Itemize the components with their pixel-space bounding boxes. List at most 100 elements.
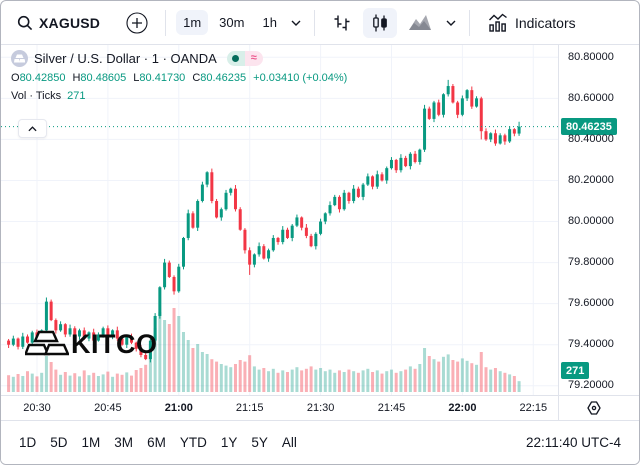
volume-bar bbox=[101, 374, 105, 392]
volume-bar bbox=[167, 324, 171, 392]
range-button-1y[interactable]: 1Y bbox=[220, 435, 238, 450]
candle-body bbox=[167, 262, 171, 277]
range-button-all[interactable]: All bbox=[281, 435, 297, 450]
volume-bar bbox=[328, 369, 332, 392]
area-chart-icon bbox=[408, 14, 431, 30]
candle-body bbox=[106, 328, 110, 337]
volume-bar bbox=[356, 372, 360, 392]
candle-body bbox=[44, 301, 48, 331]
candle-body bbox=[186, 213, 190, 238]
volume-bar bbox=[489, 369, 493, 392]
candle-body bbox=[276, 237, 280, 243]
interval-button-1h[interactable]: 1h bbox=[255, 10, 283, 35]
volume-bar bbox=[342, 372, 346, 392]
candle-body bbox=[503, 135, 507, 142]
price-axis[interactable]: 80.46235 271 80.80000 80.60000 80.40000 80.… bbox=[558, 45, 639, 395]
legend-collapse-button[interactable] bbox=[18, 119, 47, 138]
candle-body bbox=[115, 330, 119, 339]
chart-style-dropdown-button[interactable] bbox=[443, 15, 459, 31]
candle-body bbox=[163, 262, 167, 288]
volume-bar bbox=[115, 373, 119, 392]
search-icon bbox=[17, 15, 33, 30]
candle-body bbox=[493, 133, 497, 144]
candle-body bbox=[285, 229, 289, 238]
current-volume-badge: 271 bbox=[561, 362, 590, 380]
chart-style-bars-button[interactable] bbox=[325, 8, 359, 38]
candle-body bbox=[21, 336, 25, 347]
compare-add-symbol-button[interactable] bbox=[119, 7, 155, 39]
time-axis-label: 22:00 bbox=[448, 402, 477, 414]
range-button-6m[interactable]: 6M bbox=[147, 435, 166, 450]
range-button-5y[interactable]: 5Y bbox=[251, 435, 268, 450]
indicators-button[interactable]: Indicators bbox=[480, 7, 583, 39]
volume-bar bbox=[139, 368, 143, 392]
candle-body bbox=[470, 90, 474, 107]
candle-body bbox=[125, 336, 129, 345]
volume-bar bbox=[35, 376, 39, 392]
candle-body bbox=[423, 108, 427, 150]
market-status-badge[interactable]: ≈ bbox=[226, 51, 263, 66]
candle-body bbox=[328, 205, 332, 214]
price-axis-label: 80.40000 bbox=[568, 132, 614, 145]
time-axis-label: 21:30 bbox=[306, 402, 335, 414]
volume-bar bbox=[205, 354, 209, 392]
candle-body bbox=[347, 192, 351, 202]
volume-bar bbox=[44, 356, 48, 392]
range-button-ytd[interactable]: YTD bbox=[179, 435, 207, 450]
volume-bar bbox=[517, 381, 521, 392]
candle-body bbox=[333, 196, 337, 206]
candle-body bbox=[314, 233, 318, 247]
volume-bar bbox=[295, 367, 299, 392]
chart-style-area-button[interactable] bbox=[401, 8, 439, 38]
time-axis[interactable]: 20:30 20:45 21:00 21:15 21:30 21:45 22:00 22:15 bbox=[1, 395, 639, 421]
range-button-1d[interactable]: 1D bbox=[19, 435, 37, 450]
volume-bar bbox=[144, 364, 148, 392]
volume-bar bbox=[423, 348, 427, 392]
volume-bar bbox=[49, 362, 53, 392]
market-open-dot-icon bbox=[226, 51, 245, 66]
candle-body bbox=[437, 102, 441, 115]
candle-body bbox=[361, 184, 365, 197]
chart-style-candles-button[interactable] bbox=[362, 7, 397, 38]
volume-bar bbox=[233, 364, 237, 392]
candle-body bbox=[139, 348, 143, 355]
candle-body bbox=[54, 320, 58, 331]
volume-bar bbox=[309, 366, 313, 392]
volume-bar bbox=[323, 371, 327, 392]
range-button-3m[interactable]: 3M bbox=[114, 435, 134, 450]
toolbar-separator bbox=[468, 9, 470, 36]
price-axis-label: 80.80000 bbox=[568, 50, 614, 63]
volume-bar bbox=[78, 376, 82, 392]
range-button-5d[interactable]: 5D bbox=[50, 435, 68, 450]
volume-bar bbox=[229, 367, 233, 392]
ohlc-pair: O80.42850 bbox=[11, 72, 66, 84]
symbol-search-button[interactable]: XAGUSD bbox=[13, 10, 107, 36]
bottom-toolbar: 1D 5D 1M 3M 6M YTD 1Y 5Y All 22:11:40 UT… bbox=[1, 420, 639, 464]
candle-body bbox=[352, 188, 356, 202]
candlestick-chart-canvas[interactable] bbox=[1, 45, 558, 395]
volume-bar bbox=[82, 370, 86, 392]
candle-body bbox=[427, 108, 431, 119]
axis-settings-gear-icon[interactable] bbox=[586, 400, 602, 421]
candle-body bbox=[219, 209, 223, 218]
volume-bar bbox=[153, 328, 157, 392]
volume-bar bbox=[262, 368, 266, 392]
candle-body bbox=[267, 250, 271, 259]
interval-dropdown-button[interactable] bbox=[288, 15, 304, 31]
clock-timezone-label[interactable]: 22:11:40 UTC-4 bbox=[525, 435, 621, 450]
range-button-1m[interactable]: 1M bbox=[81, 435, 101, 450]
volume-bar bbox=[465, 360, 469, 392]
interval-button-1m[interactable]: 1m bbox=[176, 10, 209, 35]
volume-bar bbox=[172, 308, 176, 392]
volume-bar bbox=[285, 372, 289, 392]
candle-body bbox=[26, 336, 30, 343]
interval-button-30m[interactable]: 30m bbox=[212, 10, 251, 35]
volume-bar bbox=[456, 361, 460, 392]
chevron-down-icon bbox=[446, 20, 456, 26]
volume-bar bbox=[73, 373, 77, 392]
legend-symbol-row[interactable]: Silver / U.S. Dollar · 1 · OANDA ≈ bbox=[11, 50, 347, 67]
plus-circle-icon bbox=[126, 11, 148, 34]
gold-bars-logo-icon bbox=[25, 330, 69, 356]
candle-body bbox=[129, 336, 133, 343]
